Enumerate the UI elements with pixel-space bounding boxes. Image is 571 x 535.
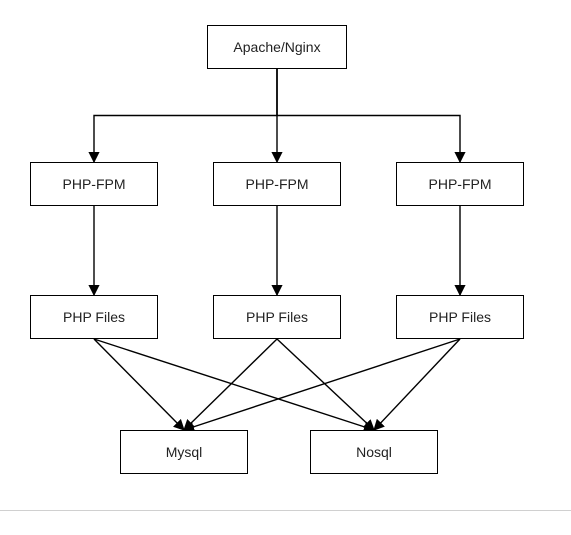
node-label: PHP-FPM	[246, 176, 309, 192]
node-label: PHP-FPM	[429, 176, 492, 192]
node-php3: PHP Files	[396, 295, 524, 339]
node-label: PHP-FPM	[63, 176, 126, 192]
node-label: PHP Files	[429, 309, 491, 325]
diagram-edges	[0, 0, 571, 535]
node-php2: PHP Files	[213, 295, 341, 339]
node-fpm1: PHP-FPM	[30, 162, 158, 206]
node-label: PHP Files	[63, 309, 125, 325]
node-label: Nosql	[356, 444, 392, 460]
node-label: PHP Files	[246, 309, 308, 325]
edge-php1-to-mysql	[94, 339, 184, 430]
node-fpm2: PHP-FPM	[213, 162, 341, 206]
edge-php3-to-mysql	[184, 339, 460, 430]
node-label: Apache/Nginx	[233, 39, 320, 55]
edge-apache-to-fpm3	[277, 69, 460, 162]
node-apache: Apache/Nginx	[207, 25, 347, 69]
edge-php3-to-nosql	[374, 339, 460, 430]
bottom-separator	[0, 510, 571, 511]
node-php1: PHP Files	[30, 295, 158, 339]
node-label: Mysql	[166, 444, 203, 460]
edge-php2-to-mysql	[184, 339, 277, 430]
node-mysql: Mysql	[120, 430, 248, 474]
edge-apache-to-fpm1	[94, 69, 277, 162]
node-fpm3: PHP-FPM	[396, 162, 524, 206]
edge-php2-to-nosql	[277, 339, 374, 430]
edge-php1-to-nosql	[94, 339, 374, 430]
node-nosql: Nosql	[310, 430, 438, 474]
